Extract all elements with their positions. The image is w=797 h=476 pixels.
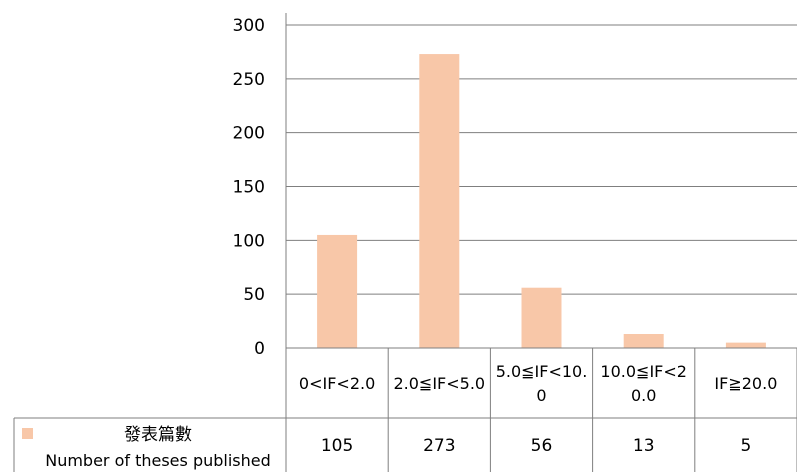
y-tick-label: 250: [233, 70, 265, 90]
y-tick-label: 300: [233, 16, 265, 36]
category-label: 5.0≦IF<10.: [496, 362, 588, 381]
bars: [317, 54, 766, 348]
legend-series-name-en: Number of theses published: [45, 451, 271, 470]
bar: [521, 287, 562, 348]
y-axis-ticks: 300 250 200 150 100 50 0: [233, 16, 265, 359]
bar: [419, 54, 460, 348]
category-label: 0.0: [631, 386, 656, 405]
data-label: 13: [633, 436, 655, 456]
data-label: 56: [531, 436, 553, 456]
data-table: 0<IF<2.0 105 2.0≦IF<5.0 273 5.0≦IF<10. 0 56 10.…: [13, 347, 797, 472]
legend: 發表篇數 Number of theses published: [22, 425, 271, 470]
category-label: 10.0≦IF<2: [600, 362, 687, 381]
bar: [317, 234, 358, 348]
category-label: IF≧20.0: [714, 374, 777, 393]
legend-swatch: [22, 428, 33, 439]
data-label: 5: [740, 436, 751, 456]
category-label: 0<IF<2.0: [299, 374, 375, 393]
y-tick-label: 200: [233, 124, 265, 144]
y-tick-label: 0: [254, 339, 265, 359]
y-tick-label: 150: [233, 178, 265, 198]
legend-series-name-zh: 發表篇數: [124, 425, 192, 445]
data-label: 105: [321, 436, 353, 456]
category-label: 2.0≦IF<5.0: [393, 374, 485, 393]
y-tick-label: 50: [243, 285, 265, 305]
bar: [725, 342, 766, 348]
data-label: 273: [423, 436, 455, 456]
y-tick-label: 100: [233, 231, 265, 251]
category-label: 0: [536, 386, 546, 405]
bar: [623, 334, 664, 348]
